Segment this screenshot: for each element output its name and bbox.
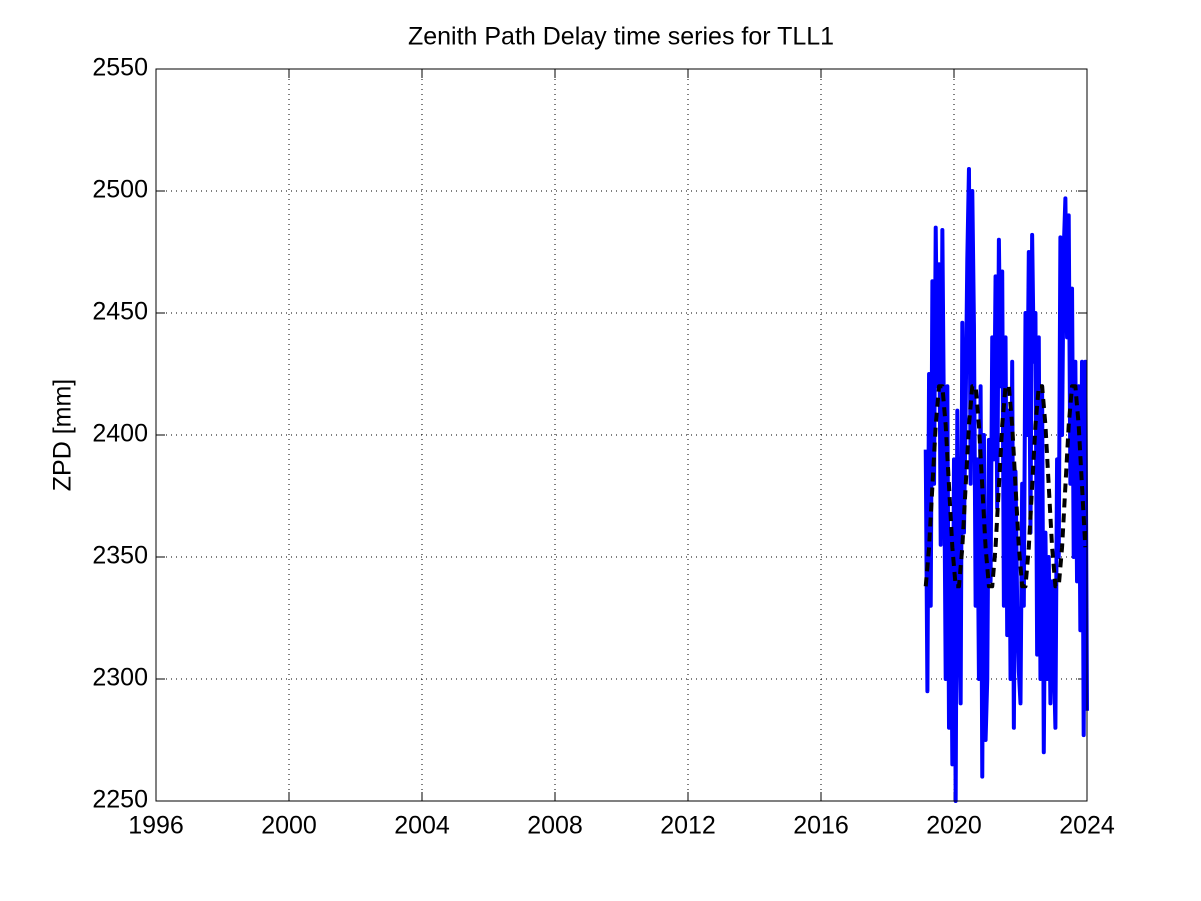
- y-tick-label: 2550: [92, 54, 148, 82]
- x-tick-label: 2008: [527, 812, 583, 840]
- fit-line: [923, 384, 1088, 589]
- x-tick-label: 2012: [660, 812, 716, 840]
- x-tick-label: 2016: [793, 812, 849, 840]
- x-tick-label: 2024: [1059, 812, 1115, 840]
- y-tick-label: 2400: [92, 420, 148, 448]
- y-tick-label: 2500: [92, 176, 148, 204]
- x-tick-label: 2000: [261, 812, 317, 840]
- x-tick-label: 2020: [926, 812, 982, 840]
- y-tick-label: 2250: [92, 786, 148, 814]
- y-tick-label: 2300: [92, 664, 148, 692]
- x-tick-label: 2004: [394, 812, 450, 840]
- chart-title: Zenith Path Delay time series for TLL1: [408, 23, 834, 51]
- y-tick-label: 2350: [92, 542, 148, 570]
- y-axis-label: ZPD [mm]: [49, 379, 77, 492]
- y-tick-label: 2450: [92, 298, 148, 326]
- data-line: [923, 167, 1089, 803]
- plot-frame: [155, 68, 1088, 802]
- x-tick-label: 1996: [128, 812, 184, 840]
